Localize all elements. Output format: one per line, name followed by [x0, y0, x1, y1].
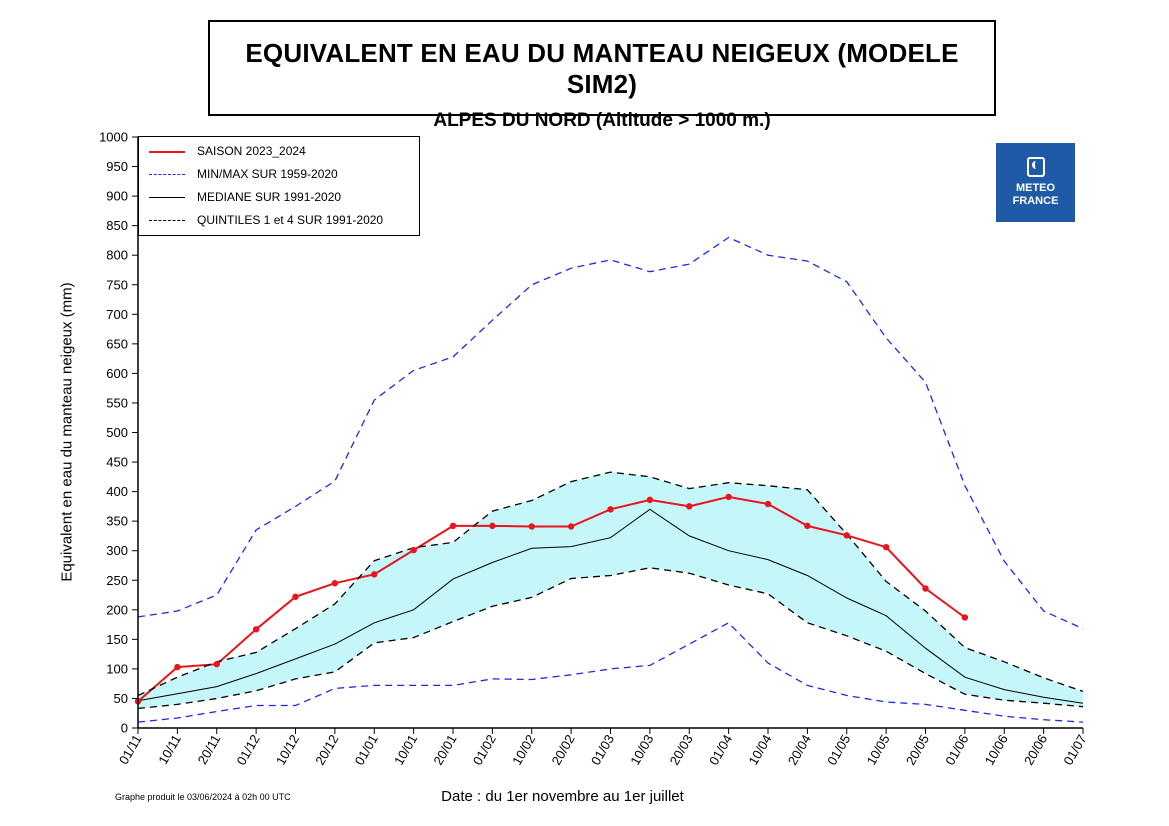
y-tick-label: 150 [106, 632, 128, 647]
x-axis-label-wrap: Date : du 1er novembre au 1er juillet [0, 788, 1169, 805]
legend-label: SAISON 2023_2024 [197, 144, 306, 158]
y-tick-label: 800 [106, 248, 128, 263]
season-point [725, 493, 732, 501]
series-min-line [137, 621, 1084, 723]
season-point [764, 500, 772, 508]
y-tick-label: 400 [106, 484, 128, 499]
y-tick-label: 100 [106, 661, 128, 676]
logo-line2: FRANCE [1012, 195, 1059, 207]
legend-swatch [149, 197, 185, 198]
x-tick-label: 20/02 [548, 732, 577, 768]
y-tick-label: 900 [106, 189, 128, 204]
x-tick-label: 01/12 [233, 732, 262, 768]
legend-swatch [149, 174, 185, 175]
season-point [804, 522, 811, 530]
y-tick-label: 450 [106, 455, 128, 470]
x-tick-label: 10/02 [509, 732, 538, 768]
series-quintile4-line [137, 471, 1084, 697]
season-point [686, 503, 693, 510]
x-tick-label: 10/12 [273, 732, 302, 768]
x-tick-label: 01/11 [116, 732, 145, 767]
y-axis-label: Equivalent en eau du manteau neigeux (mm… [58, 282, 76, 582]
season-point [213, 660, 220, 668]
footer-note: Graphe produit le 03/06/2024 à 02h 00 UT… [115, 792, 291, 802]
season-point [646, 496, 654, 504]
y-tick-label: 650 [106, 336, 128, 351]
y-tick-label: 600 [106, 366, 128, 381]
season-point [489, 522, 496, 530]
y-tick-label: 50 [114, 691, 128, 706]
x-tick-label: 10/01 [391, 732, 420, 768]
y-tick-label: 0 [121, 721, 128, 736]
season-point [252, 626, 260, 633]
series-saison-line [137, 495, 966, 703]
x-tick-label: 10/11 [155, 732, 184, 767]
legend-item-minmax: MIN/MAX SUR 1959-2020 [139, 165, 419, 183]
y-tick-label: 750 [106, 277, 128, 292]
x-tick-label: 01/03 [588, 732, 617, 768]
x-tick-label: 10/03 [627, 732, 656, 768]
chart-legend: SAISON 2023_2024 MIN/MAX SUR 1959-2020 M… [138, 136, 420, 236]
x-tick-label: 01/06 [942, 732, 971, 768]
season-point [567, 523, 575, 530]
series-quintile1-line [137, 567, 1084, 710]
meteo-france-logo: METEO FRANCE [996, 143, 1075, 222]
x-tick-label: 10/06 [982, 732, 1011, 768]
season-point [371, 571, 378, 578]
series-median-line [137, 508, 1084, 704]
season-point [174, 663, 181, 671]
y-tick-label: 300 [106, 543, 128, 558]
season-point [528, 523, 535, 530]
x-tick-label: 20/05 [903, 732, 932, 768]
y-tick-label: 850 [106, 218, 128, 233]
x-tick-label: 01/04 [706, 732, 735, 768]
y-tick-label: 950 [106, 159, 128, 174]
x-tick-label: 01/01 [352, 732, 381, 768]
legend-swatch [149, 151, 185, 153]
legend-item-quintiles: QUINTILES 1 et 4 SUR 1991-2020 [139, 211, 419, 229]
season-point [449, 522, 457, 530]
y-tick-label: 1000 [99, 130, 128, 145]
y-tick-label: 250 [106, 573, 128, 588]
season-point [843, 532, 850, 539]
season-point [410, 546, 417, 554]
y-tick-label: 700 [106, 307, 128, 322]
legend-label: MIN/MAX SUR 1959-2020 [197, 167, 338, 181]
legend-item-mediane: MEDIANE SUR 1991-2020 [139, 188, 419, 206]
legend-swatch [149, 220, 185, 221]
x-tick-label: 01/07 [1060, 732, 1089, 768]
chart-title: EQUIVALENT EN EAU DU MANTEAU NEIGEUX (MO… [245, 38, 959, 99]
season-point [331, 580, 339, 587]
legend-label: QUINTILES 1 et 4 SUR 1991-2020 [197, 213, 384, 227]
x-tick-label: 20/06 [1021, 732, 1050, 768]
y-tick-label: 550 [106, 395, 128, 410]
x-tick-label: 20/01 [430, 732, 459, 768]
x-axis-label: Date : du 1er novembre au 1er juillet [441, 788, 684, 805]
legend-item-saison: SAISON 2023_2024 [139, 142, 419, 160]
x-tick-label: 20/11 [195, 732, 224, 767]
y-tick-label: 350 [106, 514, 128, 529]
x-tick-label: 20/03 [667, 732, 696, 768]
x-tick-label: 10/05 [863, 732, 892, 768]
season-point [607, 506, 614, 513]
logo-line1: METEO [1015, 182, 1056, 194]
x-tick-label: 20/04 [785, 732, 814, 768]
season-point [292, 593, 299, 600]
chart-subtitle: ALPES DU NORD (Altitude > 1000 m.) [433, 110, 771, 131]
x-tick-label: 01/02 [470, 732, 499, 768]
season-point [882, 543, 890, 551]
season-point [961, 614, 969, 621]
season-point [922, 585, 929, 592]
x-tick-label: 20/12 [312, 732, 341, 768]
series-max-line [137, 236, 1084, 630]
title-box: EQUIVALENT EN EAU DU MANTEAU NEIGEUX (MO… [208, 20, 996, 131]
meteo-france-logo-icon [1026, 157, 1045, 177]
y-tick-label: 200 [106, 602, 128, 617]
y-tick-label: 500 [106, 425, 128, 440]
x-tick-label: 10/04 [745, 732, 774, 768]
legend-label: MEDIANE SUR 1991-2020 [197, 190, 342, 204]
x-tick-label: 01/05 [824, 732, 853, 768]
